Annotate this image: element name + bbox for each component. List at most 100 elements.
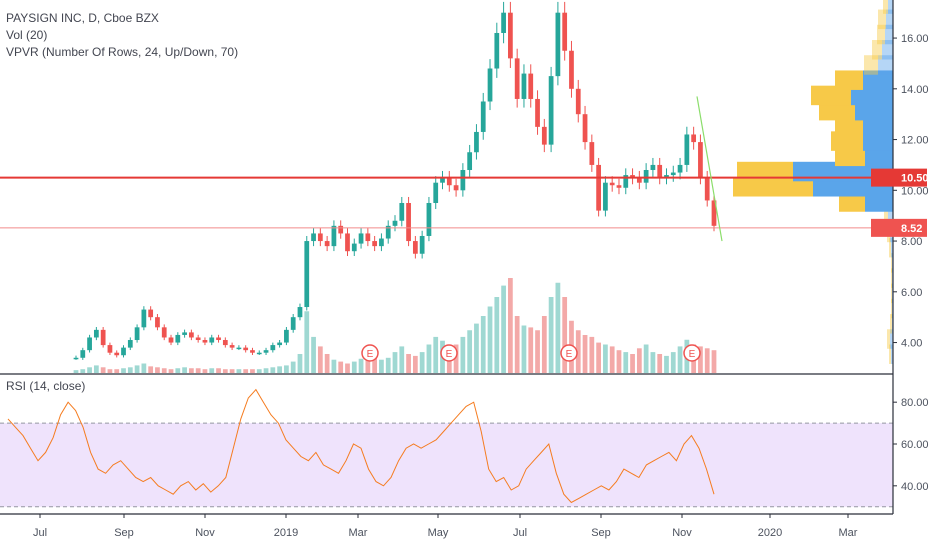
volume-bar [297,354,303,373]
volume-bar [372,357,378,373]
volume-bar [365,355,371,373]
candle-body [603,182,608,211]
vp-row-down [890,314,892,334]
candle-body [284,329,289,343]
volume-bar [338,361,344,373]
candle-body [508,12,513,59]
earnings-marker-label: E [446,349,453,360]
candle-body [569,50,574,89]
candle-body [562,12,568,51]
volume-bar [379,359,384,373]
volume-bar [528,327,534,373]
volume-bar [93,365,99,373]
drawn-lines[interactable] [0,96,893,242]
volume-bar [616,350,622,373]
volume-bar [460,336,466,373]
price-candles [73,1,717,360]
candle-body [589,142,595,165]
volume-bar [161,368,167,373]
candle-body [657,164,663,178]
candle-body [664,175,669,178]
candle-body [216,337,221,341]
last-price-label-bg [871,218,927,237]
volume-bar [222,369,228,373]
volume-bar [555,282,561,373]
vp-row-up [851,85,893,106]
vp-row-down [864,55,878,75]
volume-bar [677,346,683,373]
candle-body [419,235,425,254]
vp-row-down [737,161,793,182]
candle-body [670,172,676,176]
earnings-marker-circle [560,344,578,362]
candle-body [399,202,405,221]
volume-bar [399,346,405,373]
volume-bar [141,363,147,373]
time-tick-label: Sep [114,527,134,539]
candle-body [636,177,642,183]
vp-row-up [888,207,893,227]
candle-body [460,170,466,191]
candle-body [596,164,601,211]
candle-body [324,241,330,247]
price-tick-label: 12.00 [901,135,929,147]
time-tick-label: Nov [195,527,215,539]
volume-profile [733,0,893,364]
rsi-tick-label: 40.00 [901,481,929,493]
vp-row-down [872,39,882,60]
legend-symbol[interactable]: PAYSIGN INC, D, Cboe BZX [6,11,159,25]
volume-bar [467,330,473,373]
candle-body [623,175,629,188]
candle-body [209,337,215,343]
candle-body [684,134,690,165]
vp-row-down [819,100,855,121]
candle-body [107,345,113,353]
volume-bar [541,316,547,373]
volume-bar [636,348,642,373]
rsi-title[interactable]: RSI (14, close) [6,379,86,393]
vp-row-down [889,237,891,258]
candle-body [521,73,527,99]
candle-body [440,177,445,183]
legend-volume[interactable]: Vol (20) [6,28,48,42]
candle-body [195,337,201,341]
volume-bar [168,369,174,373]
horizontal-line-label-bg [871,168,927,187]
candle-body [385,225,391,239]
candle-body [168,337,174,343]
volume-bar [535,330,540,373]
volume-bar [575,330,581,373]
earnings-marker: E [361,344,379,362]
volume-bar [243,369,249,373]
vp-row-up [878,55,893,75]
candle-body [229,345,235,348]
time-tick-label: Jul [33,527,47,539]
volume-bar [433,336,439,373]
volume-bar [331,359,337,373]
vp-row-up [890,329,893,349]
volume-bar [657,354,663,373]
volume-bar [494,297,500,373]
vp-row-down [835,116,863,136]
time-tick-label: Sep [591,527,611,539]
volume-bar [351,361,357,373]
earnings-marker: E [683,344,701,362]
candle-body [250,350,255,353]
legend-vpvr[interactable]: VPVR (Number Of Rows, 24, Up/Down, 70) [6,45,239,59]
earnings-marker-circle [361,344,379,362]
candle-body [453,185,459,191]
rsi-tick-label: 80.00 [901,397,929,409]
vp-row-down [889,344,891,364]
candle-body [345,233,350,252]
candle-body [189,332,194,338]
candle-body [616,185,622,188]
volume-bar [609,346,615,373]
volume-bar [358,358,364,373]
candle-body [80,350,86,358]
candle-body [555,12,561,77]
volume-bar [148,366,154,373]
candle-body [535,98,540,127]
